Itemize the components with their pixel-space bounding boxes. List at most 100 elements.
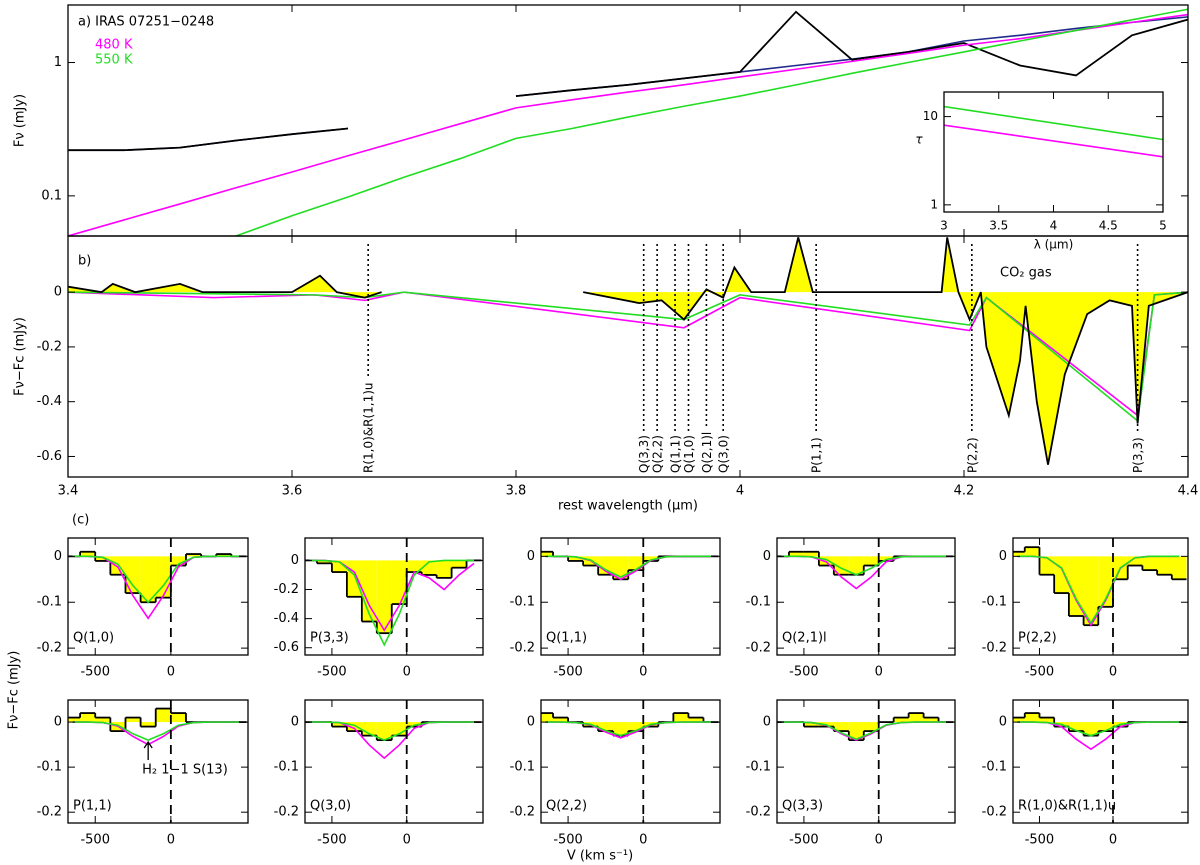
plot-area [777, 550, 954, 590]
x-tick-label: 0 [875, 665, 883, 680]
x-tick-label: 4.2 [954, 484, 975, 499]
x-tick-label: 0 [167, 833, 175, 848]
series-line [68, 291, 1188, 423]
bin-fill [1024, 547, 1040, 557]
series-line [309, 721, 475, 741]
bin-fill [598, 556, 614, 575]
y-axis-label: Fν−Fc (mJy) [7, 651, 22, 730]
bin-fill [451, 560, 467, 568]
x-tick-label: 0 [403, 833, 411, 848]
line-label: P(2,2) [965, 437, 979, 473]
axes-frame [304, 699, 484, 824]
y-tick-label: 0 [763, 549, 771, 564]
x-tick-label: -500 [553, 665, 583, 680]
x-tick-label: 3.8 [506, 484, 527, 499]
y-tick-label: 0 [763, 715, 771, 730]
bin-fill [1171, 556, 1187, 580]
x-tick-label: 5 [1159, 219, 1167, 233]
y-tick-label: -0.1 [37, 595, 62, 610]
axes-frame [67, 537, 249, 656]
bin-fill [68, 717, 81, 723]
plot-area [68, 8, 1188, 236]
series-line [781, 555, 947, 576]
y-tick-label: -0.2 [510, 805, 535, 820]
panel-label: Q(2,2) [546, 799, 587, 814]
bin-fill [155, 708, 171, 723]
y-tick-label: 0 [54, 715, 62, 730]
x-tick-label: -500 [553, 833, 583, 848]
bin-fill [863, 556, 879, 566]
panel-label: Q(3,0) [310, 799, 351, 814]
bin-fill [140, 556, 156, 603]
x-tick-label: 3.5 [989, 219, 1008, 233]
series-line [545, 721, 711, 737]
plot-area [68, 707, 247, 746]
x-tick-label: 0 [1109, 665, 1117, 680]
y-tick-label: -0.1 [510, 760, 535, 775]
bin-fill [80, 551, 96, 557]
x-tick-label: -500 [1025, 665, 1055, 680]
y-tick-label: 0 [527, 549, 535, 564]
bin-fill [1098, 722, 1113, 732]
axes-frame [540, 537, 721, 656]
y-tick-label: -0.2 [274, 805, 299, 820]
x-tick-label: 0 [167, 665, 175, 680]
series-line [309, 559, 475, 647]
axes-frame [776, 699, 956, 824]
bin-fill [1068, 556, 1084, 616]
panel-label: Q(1,1) [546, 631, 587, 646]
bin-fill [541, 713, 554, 723]
panel-label: Q(1,0) [73, 631, 114, 646]
x-tick-label: -500 [789, 665, 819, 680]
y-tick-label: -0.1 [274, 760, 299, 775]
y-tick-label: -0.2 [746, 641, 771, 656]
bin-fill [436, 560, 452, 578]
x-tick-label: 0 [639, 833, 647, 848]
y-tick-label: -0.2 [274, 582, 299, 597]
line-label: Q(3,3) [637, 435, 651, 473]
bin-fill [376, 560, 392, 634]
bin-fill [788, 551, 804, 557]
axes-frame [67, 699, 249, 824]
annotation: CO₂ gas [1000, 266, 1052, 281]
bin-fill [346, 560, 362, 597]
bin-fill [803, 551, 819, 557]
bin-fill [125, 717, 141, 723]
bin-fill [406, 722, 422, 727]
plot-area [777, 712, 954, 741]
bin-fill [140, 722, 156, 727]
y-tick-label: 0 [999, 715, 1007, 730]
bin-fill [613, 722, 629, 736]
x-tick-label: 4.5 [1099, 219, 1118, 233]
series-line [515, 10, 1188, 97]
line-label: Q(1,0) [682, 435, 696, 473]
bin-fill [553, 717, 569, 723]
legend-entry: 480 K [95, 38, 133, 53]
y-tick-label: -0.2 [982, 641, 1007, 656]
y-tick-label: -0.2 [746, 805, 771, 820]
y-tick-label: 10 [923, 109, 938, 123]
panel-label: R(1,0)&R(1,1)u [1018, 799, 1116, 814]
bin-fill [598, 722, 614, 732]
bin-fill [185, 554, 202, 557]
bin-fill [1013, 717, 1025, 723]
y-tick-label: -0.2 [37, 805, 62, 820]
bin-fill [568, 556, 584, 561]
bin-fill [346, 722, 362, 732]
series-line [944, 105, 1163, 141]
line-label: Q(2,1)l [700, 432, 714, 473]
bin-fill [1039, 717, 1055, 723]
bin-fill [1083, 556, 1099, 626]
panel-label: P(1,1) [73, 799, 112, 814]
plot-area [68, 237, 1188, 465]
y-tick-label: -0.4 [274, 611, 299, 626]
legend-entry: 550 K [95, 53, 133, 68]
y-tick-label: -0.2 [37, 339, 62, 354]
y-tick-label: 0 [54, 549, 62, 564]
y-tick-label: -0.1 [982, 595, 1007, 610]
x-tick-label: 4 [1050, 219, 1058, 233]
bin-fill [833, 722, 849, 732]
y-tick-label: 0.1 [41, 188, 62, 203]
x-tick-label: 3 [940, 219, 948, 233]
